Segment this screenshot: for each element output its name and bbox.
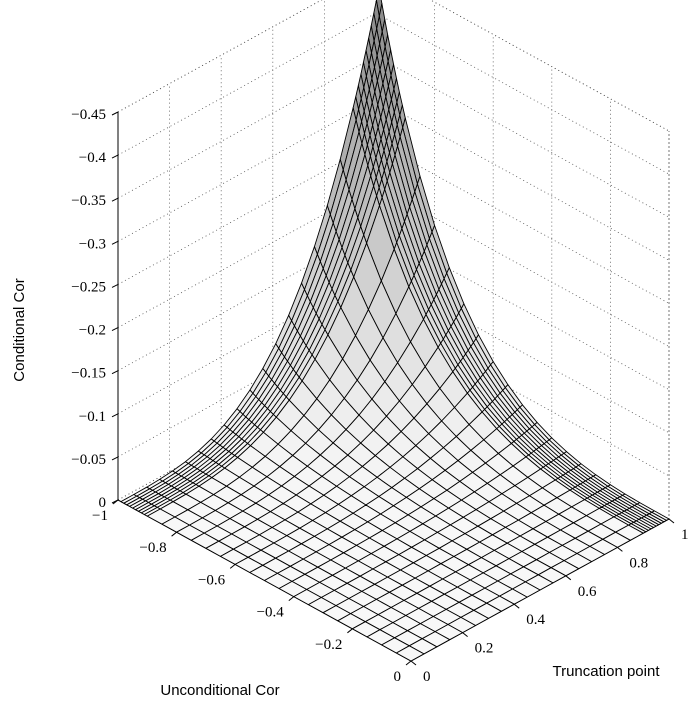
x-tick-label: −1 <box>92 508 108 524</box>
grid-line <box>429 0 670 132</box>
z-tick-label: 0 <box>99 495 107 511</box>
x-tick-mark <box>405 660 412 666</box>
grid-line <box>117 12 377 156</box>
z-tick-label: −0.15 <box>71 366 106 382</box>
x-tick-mark <box>229 564 236 569</box>
y-tick-mark <box>565 575 572 581</box>
z-tick-mark <box>111 111 119 116</box>
z-tick-mark <box>111 413 119 418</box>
z-tick-label: −0.05 <box>71 452 106 468</box>
y-tick-label: 1 <box>681 527 689 543</box>
z-tick-label: −0.1 <box>79 409 106 425</box>
surface-patch <box>395 645 425 662</box>
x-tick-label: −0.4 <box>257 605 285 621</box>
x-tick-label: −0.2 <box>315 637 342 653</box>
x-tick-label: −0.8 <box>139 540 166 556</box>
grid-line <box>117 0 323 113</box>
grid-line <box>117 0 323 113</box>
x-tick-mark <box>112 499 119 505</box>
y-tick-label: 0.2 <box>475 641 494 657</box>
x-tick-mark <box>288 596 295 601</box>
z-tick-mark <box>111 197 119 202</box>
z-tick-mark <box>111 456 119 461</box>
y-tick-mark <box>513 603 520 609</box>
z-axis-label: Conditional Cor <box>11 278 28 381</box>
y-tick-mark <box>462 632 468 637</box>
z-tick-mark <box>111 370 119 375</box>
y-axis-label: Truncation point <box>552 663 660 680</box>
y-tick-label: 0.6 <box>578 584 597 600</box>
z-tick-label: −0.45 <box>71 107 106 123</box>
grid-line <box>375 12 670 175</box>
z-tick-mark <box>111 283 119 288</box>
z-tick-label: −0.25 <box>71 279 106 295</box>
z-tick-mark <box>111 240 119 245</box>
z-tick-label: −0.3 <box>79 236 106 252</box>
y-tick-label: 0 <box>423 669 431 685</box>
y-tick-mark <box>617 547 623 552</box>
x-axis-label: Unconditional Cor <box>160 682 279 699</box>
y-tick-mark <box>410 660 417 666</box>
z-tick-label: −0.4 <box>79 150 107 166</box>
x-tick-label: 0 <box>394 669 402 685</box>
z-tick-label: −0.35 <box>71 193 106 209</box>
x-tick-label: −0.6 <box>198 572 226 588</box>
grid-line <box>429 0 670 132</box>
tick-labels: 0 −0.05 −0.1 −0.15 −0.2 −0.25 −0.3 −0.35 −0.4 −0.… <box>71 107 688 685</box>
x-tick-mark <box>171 531 177 537</box>
surface <box>120 0 670 662</box>
z-tick-label: −0.2 <box>79 323 106 339</box>
y-tick-label: 0.8 <box>629 555 648 571</box>
z-tick-mark <box>111 154 119 159</box>
y-tick-mark <box>668 518 675 524</box>
y-tick-label: 0.4 <box>526 612 545 628</box>
z-tick-mark <box>111 327 119 332</box>
x-tick-mark <box>347 628 353 634</box>
